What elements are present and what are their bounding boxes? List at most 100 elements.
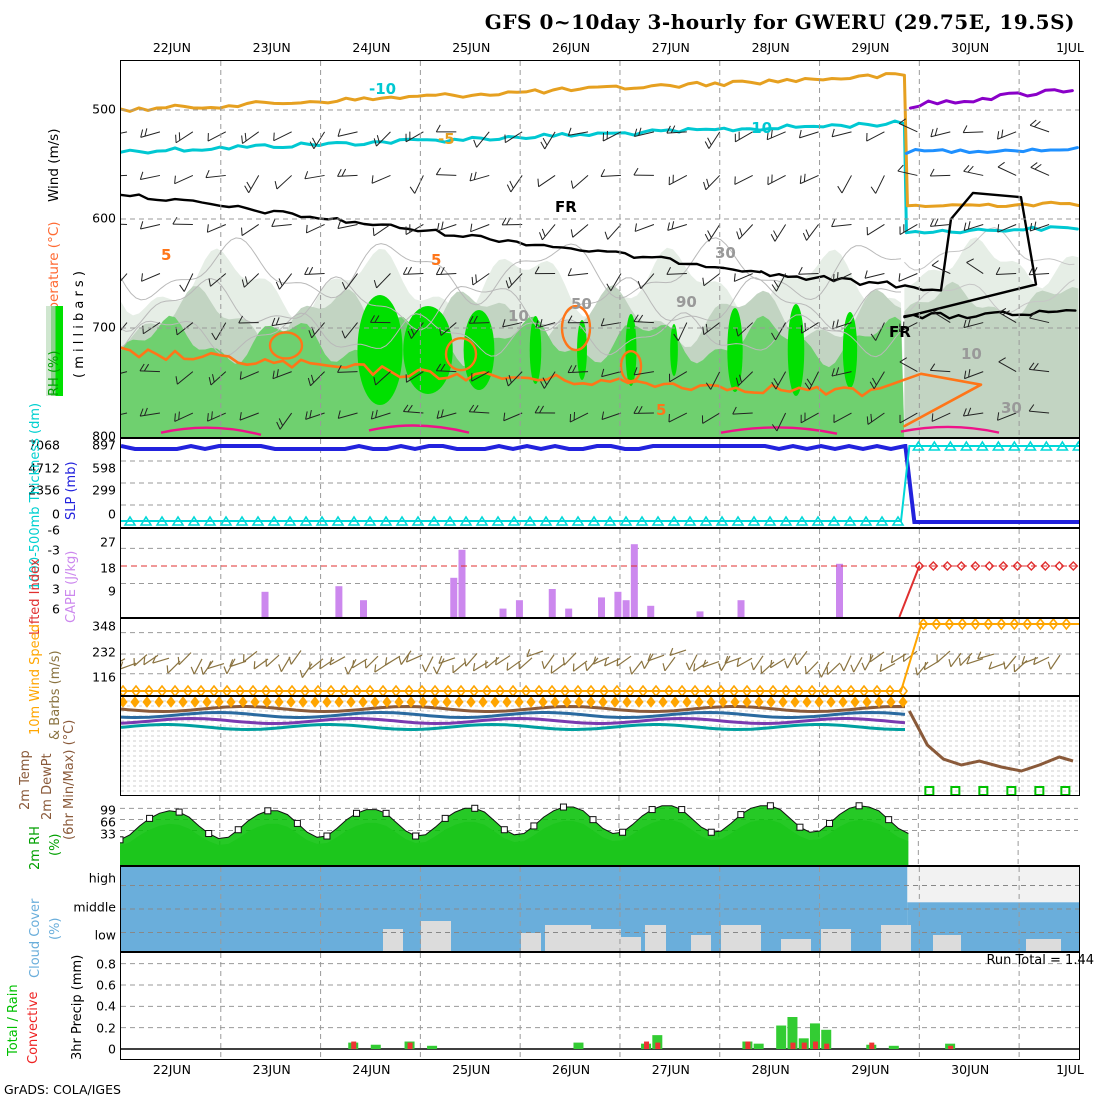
cape-bar xyxy=(622,600,630,617)
y-tick-mb-700: 700 xyxy=(92,319,116,335)
y-tick: 6 xyxy=(52,601,60,617)
cloud-gap xyxy=(545,925,591,951)
y-tick: 3 xyxy=(52,581,60,597)
precip-convective-bar xyxy=(801,1042,807,1049)
y-tick: 33 xyxy=(100,826,116,842)
axis-label-convective: Convective xyxy=(26,991,41,1064)
cape-bar xyxy=(614,591,622,617)
axis-label-cloud-cover: Cloud Cover xyxy=(28,898,43,978)
cape-bar xyxy=(450,577,458,617)
cloud-gap xyxy=(933,935,961,951)
date-tick-28jun: 28JUN xyxy=(751,40,790,55)
precip-convective-bar xyxy=(644,1041,650,1049)
y-tick-precip: 0.2 xyxy=(96,1020,116,1036)
date-tick-1jul: 1JUL xyxy=(1056,1062,1084,1077)
y-tick: 299 xyxy=(92,482,116,498)
y-tick-mb-800: 800 xyxy=(92,428,116,444)
cape-bar xyxy=(630,544,638,617)
y-tick: 7068 xyxy=(28,437,60,453)
contour-label: FR xyxy=(555,198,577,216)
date-tick-29jun: 29JUN xyxy=(851,1062,890,1077)
precip-convective-bar xyxy=(407,1042,413,1049)
minmax-marker xyxy=(950,786,961,795)
cloud-gap xyxy=(521,933,541,951)
cloud-gap xyxy=(645,925,666,951)
date-tick-29jun: 29JUN xyxy=(851,40,890,55)
y-tick: 66 xyxy=(100,814,116,830)
date-tick-24jun: 24JUN xyxy=(352,1062,391,1077)
cloud-gap xyxy=(781,939,811,951)
contour-label: 90 xyxy=(676,293,697,311)
precip-convective-bar xyxy=(790,1042,796,1049)
y-tick-precip: 0.6 xyxy=(96,977,116,993)
contour-label: 50 xyxy=(571,295,592,313)
contour-label: -10 xyxy=(745,119,772,137)
y-tick: 9 xyxy=(108,583,116,599)
precip-total-bar xyxy=(753,1043,764,1049)
panel-2m-rh xyxy=(120,796,1080,866)
y-tick-precip: 0.8 xyxy=(96,956,116,972)
date-tick-26jun: 26JUN xyxy=(552,40,591,55)
date-tick-22jun: 22JUN xyxy=(152,1062,191,1077)
precip-total-bar xyxy=(573,1042,584,1049)
cape-bar xyxy=(499,608,507,617)
axis-label-slp: SLP (mb) xyxy=(64,461,79,520)
axis-label-2m-rh-unit: (%) xyxy=(48,833,63,857)
precip-total-bar xyxy=(809,1023,820,1049)
date-tick-27jun: 27JUN xyxy=(651,1062,690,1077)
y-tick-precip: 0.4 xyxy=(96,998,116,1014)
cloud-gap xyxy=(691,935,711,951)
y-tick: 0 xyxy=(52,561,60,577)
date-tick-28jun: 28JUN xyxy=(751,1062,790,1077)
contour-label: 5 xyxy=(161,246,171,264)
precip-convective-bar xyxy=(351,1041,357,1049)
date-tick-23jun: 23JUN xyxy=(252,40,291,55)
panel-lifted-index-cape xyxy=(120,528,1080,618)
precip-convective-bar xyxy=(745,1041,751,1049)
precip-convective-bar xyxy=(948,1045,954,1049)
contour-label: 10 xyxy=(508,307,529,325)
panel-2m-temp-dewpt xyxy=(120,696,1080,796)
axis-label-2m-temp: 2m Temp xyxy=(18,750,33,810)
y-tick: 2356 xyxy=(28,482,60,498)
y-tick: 348 xyxy=(92,618,116,634)
cloud-gap xyxy=(721,925,761,951)
cape-bar xyxy=(737,600,745,617)
cape-bar xyxy=(458,549,466,617)
y-tick: 232 xyxy=(92,644,116,660)
run-total-annotation: Run Total = 1.44 xyxy=(986,953,1094,968)
cape-bar xyxy=(360,600,367,617)
axis-label-total-rain: Total / Rain xyxy=(6,984,21,1056)
cape-bar xyxy=(696,611,704,617)
precip-total-bar xyxy=(370,1044,381,1049)
precip-convective-bar xyxy=(824,1043,830,1049)
panel-3hr-precip xyxy=(120,952,1080,1060)
cloud-gap xyxy=(591,929,621,951)
y-tick: middle xyxy=(73,899,116,915)
precip-total-bar xyxy=(787,1017,798,1049)
cape-bar xyxy=(548,589,556,617)
cape-bar xyxy=(335,586,343,617)
y-tick: 598 xyxy=(92,460,116,476)
date-tick-1jul: 1JUL xyxy=(1056,40,1084,55)
precip-convective-bar xyxy=(655,1042,661,1049)
date-tick-25jun: 25JUN xyxy=(452,40,491,55)
cape-bar xyxy=(598,597,605,617)
y-tick-precip: 0 xyxy=(108,1041,116,1057)
minmax-marker xyxy=(1034,786,1045,795)
precip-total-bar xyxy=(821,1029,832,1049)
panel-cloud-cover xyxy=(120,866,1080,952)
cloud-gap xyxy=(1026,939,1061,951)
minmax-marker xyxy=(978,786,989,795)
contour-label: -10 xyxy=(369,80,396,98)
cape-bar xyxy=(647,605,655,617)
page-title: GFS 0~10day 3-hourly for GWERU (29.75E, … xyxy=(484,10,1075,34)
cloud-gap xyxy=(383,929,403,951)
axis-label-millibars: ( m i l l i b a r s ) xyxy=(72,271,87,378)
axis-label-cloud-unit: (%) xyxy=(48,917,63,941)
date-tick-22jun: 22JUN xyxy=(152,40,191,55)
cloud-gap xyxy=(621,937,641,951)
contour-label: 5 xyxy=(431,251,441,269)
bottom-date-axis: 22JUN 23JUN 24JUN 25JUN 26JUN 27JUN 28JUN 29JUN… xyxy=(120,1062,1084,1082)
